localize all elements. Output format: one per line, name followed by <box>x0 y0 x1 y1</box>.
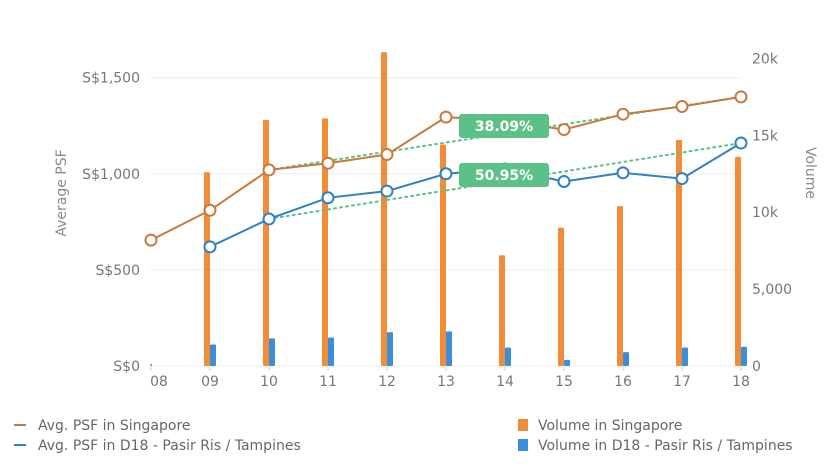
x-tick-label: 14 <box>496 374 514 390</box>
legend-label: Volume in Singapore <box>538 418 682 434</box>
trend-badge-label: 50.95% <box>475 168 533 184</box>
data-point <box>321 156 335 170</box>
trend-badge <box>459 114 549 138</box>
bar <box>322 118 328 366</box>
bar <box>499 255 505 366</box>
bar <box>263 119 269 366</box>
bar <box>676 139 682 366</box>
bar <box>381 52 387 366</box>
bar <box>735 156 741 366</box>
legend-swatch <box>518 419 528 431</box>
bar <box>505 347 511 366</box>
bar <box>387 332 393 366</box>
data-point <box>262 212 276 226</box>
bar <box>150 364 152 366</box>
bar <box>617 206 623 366</box>
data-point <box>734 90 748 104</box>
y2-tick-label: 15k <box>752 128 779 144</box>
y-tick-label: S$1,000 <box>82 167 140 183</box>
y-axis-title: Average PSF <box>54 149 70 236</box>
x-tick-label: 12 <box>378 374 396 390</box>
legend-label: Volume in D18 - Pasir Ris / Tampines <box>538 438 793 454</box>
bar <box>269 338 275 366</box>
axes: S$0 S$500 S$1,000 S$1,500 0 5,000 10k 15k 20k 08 0… <box>54 51 818 390</box>
data-point <box>380 148 394 162</box>
data-point <box>734 136 748 150</box>
trend-badge-label: 38.09% <box>475 119 533 135</box>
data-point <box>557 174 571 188</box>
y-tick-label: S$500 <box>95 263 140 279</box>
legend-label: Avg. PSF in Singapore <box>38 418 191 434</box>
bar <box>204 172 210 366</box>
x-tick-label: 13 <box>437 374 455 390</box>
data-point <box>616 107 630 121</box>
bar <box>564 359 570 366</box>
x-tick-label: 10 <box>260 374 278 390</box>
x-tick-label: 09 <box>201 374 219 390</box>
y2-tick-label: 20k <box>752 51 779 67</box>
y2-axis-title: Volume <box>802 147 818 199</box>
bar <box>446 331 452 366</box>
y2-tick-label: 5,000 <box>752 282 792 298</box>
bar <box>440 144 446 366</box>
x-tick-label: 11 <box>319 374 337 390</box>
bar <box>210 344 216 366</box>
data-point <box>380 184 394 198</box>
legend-swatch <box>518 439 528 451</box>
bar <box>558 227 564 366</box>
data-point <box>321 191 335 205</box>
y-tick-label: S$1,500 <box>82 71 140 87</box>
bar <box>328 337 334 366</box>
trend-badge <box>459 163 549 187</box>
bar <box>623 352 629 366</box>
x-tick-label: 16 <box>614 374 632 390</box>
data-point <box>203 240 217 254</box>
data-point <box>557 123 571 137</box>
data-point <box>675 100 689 113</box>
x-tick-label: 15 <box>555 374 573 390</box>
legend-label: Avg. PSF in D18 - Pasir Ris / Tampines <box>38 438 301 454</box>
data-point <box>144 233 158 247</box>
y-tick-label: S$0 <box>113 359 140 375</box>
trend-badges: 38.09% 50.95% <box>459 114 549 187</box>
data-point <box>675 172 689 186</box>
data-point <box>439 167 453 181</box>
data-point <box>616 166 630 180</box>
y2-tick-label: 10k <box>752 205 779 221</box>
x-tick-label: 18 <box>732 374 750 390</box>
data-point <box>203 203 217 217</box>
bar <box>682 347 688 366</box>
y2-tick-label: 0 <box>752 359 761 375</box>
data-point <box>262 163 276 177</box>
bar <box>741 346 747 366</box>
bars <box>150 52 747 366</box>
data-point <box>439 110 453 124</box>
legend: Avg. PSF in Singapore Avg. PSF in D18 - P… <box>14 418 793 454</box>
x-tick-label: 17 <box>673 374 691 390</box>
series-line <box>209 142 742 248</box>
x-tick-label: 08 <box>150 374 168 390</box>
